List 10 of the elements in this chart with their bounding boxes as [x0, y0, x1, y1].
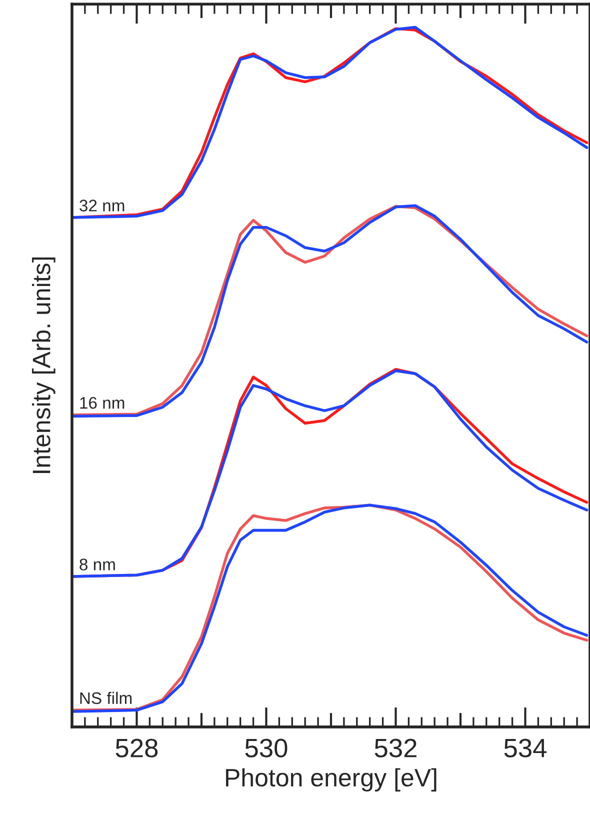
- annotation: 16 nm: [80, 396, 124, 409]
- x-tick-label: 528: [116, 738, 158, 758]
- x-tick-label: 534: [504, 738, 546, 758]
- x-tick-label: 530: [245, 738, 288, 758]
- annotation: NS film: [80, 692, 132, 704]
- annotation: 32 nm: [80, 200, 124, 212]
- x-axis-title: Photon energy [eV]: [226, 768, 436, 792]
- y-axis-title: Intensity [Arb. units]: [32, 258, 56, 473]
- x-tick-label: 532: [374, 738, 416, 758]
- annotation: 8 nm: [80, 558, 115, 570]
